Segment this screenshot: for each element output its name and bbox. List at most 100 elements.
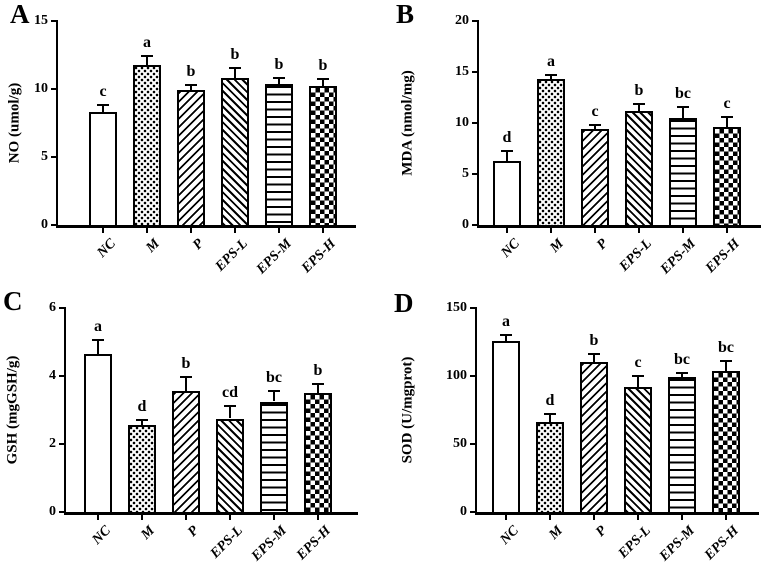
panel-letter: B <box>396 0 415 29</box>
bar-eps-l <box>624 386 652 514</box>
bar-eps-m <box>265 83 293 227</box>
error-bar-cap <box>273 77 285 80</box>
x-tick-label: NC <box>89 523 114 548</box>
error-bar-cap <box>185 83 197 86</box>
bar-eps-m <box>260 401 288 514</box>
x-tick-label: EPS-H <box>299 236 339 277</box>
bar-nc <box>84 353 112 514</box>
y-axis-line <box>64 308 66 515</box>
x-tick-label: EPS-H <box>703 236 743 277</box>
y-tick <box>470 511 477 513</box>
y-tick-label: 15 <box>34 13 48 28</box>
x-tick-label: EPS-M <box>249 523 290 565</box>
x-axis-line <box>475 512 759 515</box>
error-bar-cap <box>141 55 153 57</box>
x-tick <box>102 227 104 233</box>
y-tick-label: 15 <box>455 64 469 79</box>
sig-letter: b <box>181 355 191 372</box>
error-bar-line <box>549 413 551 423</box>
error-bar-line <box>146 56 148 65</box>
sig-letter: c <box>634 353 642 371</box>
error-bar-cap <box>92 338 104 341</box>
y-tick-label: 4 <box>49 368 56 383</box>
error-bar-cap <box>136 418 148 421</box>
x-tick-label: M <box>547 236 567 256</box>
sig-letter: bc <box>674 350 690 368</box>
error-bar-line <box>317 383 319 393</box>
y-tick <box>472 224 479 226</box>
y-tick <box>470 375 477 377</box>
y-tick <box>472 71 479 73</box>
y-tick <box>51 20 58 22</box>
y-tick-label: 5 <box>462 166 469 181</box>
error-bar-line <box>234 68 236 79</box>
error-bar-line <box>505 334 507 341</box>
y-tick-label: 20 <box>455 13 469 28</box>
sig-letter: bc <box>266 368 282 386</box>
error-bar-line <box>550 75 552 80</box>
bar-eps-h <box>712 370 740 514</box>
error-bar-cap <box>312 382 324 385</box>
x-tick-label: P <box>185 523 202 540</box>
sig-letter: c <box>591 103 599 121</box>
error-bar-line <box>190 84 192 91</box>
y-axis-line <box>475 308 477 515</box>
y-tick <box>470 307 477 309</box>
y-tick-label: 2 <box>49 436 56 451</box>
panel-letter: D <box>394 288 414 318</box>
y-tick <box>51 224 58 226</box>
x-tick-label: P <box>594 236 611 253</box>
x-tick-label: NC <box>498 236 523 261</box>
error-bar-cap <box>500 333 512 336</box>
x-tick <box>682 227 684 233</box>
x-tick <box>506 227 508 233</box>
x-tick-label: NC <box>94 236 119 261</box>
bar-p <box>172 391 200 514</box>
y-tick <box>59 375 66 377</box>
sig-letter: b <box>313 361 323 379</box>
sig-letter: b <box>230 46 240 64</box>
error-bar-cap <box>501 149 513 152</box>
y-axis-title: SOD (U/mgprot) <box>399 356 416 464</box>
y-tick <box>59 511 66 513</box>
sig-letter: b <box>589 331 599 349</box>
y-tick-label: 100 <box>446 368 467 383</box>
x-axis-line <box>56 225 356 228</box>
y-tick <box>51 156 58 158</box>
bar-eps-l <box>221 78 249 227</box>
x-tick-label: EPS-L <box>616 236 655 275</box>
y-tick-label: 0 <box>41 217 48 232</box>
x-tick <box>725 514 727 520</box>
y-tick <box>472 20 479 22</box>
x-tick-label: M <box>143 236 163 256</box>
bar-eps-l <box>216 418 244 514</box>
sig-letter: bc <box>718 338 734 356</box>
x-tick-label: EPS-M <box>658 236 699 278</box>
error-bar-line <box>593 353 595 363</box>
sig-letter: a <box>94 317 102 335</box>
error-bar-cap <box>677 105 689 108</box>
x-tick-label: EPS-L <box>615 523 654 562</box>
error-bar-cap <box>721 115 733 118</box>
x-tick-label: EPS-H <box>294 523 334 564</box>
error-bar-cap <box>229 67 241 70</box>
x-tick-label: P <box>190 236 207 253</box>
error-bar-cap <box>317 78 329 81</box>
x-tick-label: EPS-M <box>657 523 698 565</box>
y-tick-label: 0 <box>49 504 56 519</box>
x-tick <box>190 227 192 233</box>
bar-eps-m <box>668 377 696 514</box>
y-tick-label: 6 <box>49 300 56 315</box>
error-bar-line <box>102 104 104 113</box>
sig-letter: a <box>547 53 555 71</box>
error-bar-cap <box>589 124 601 127</box>
error-bar-cap <box>632 374 644 377</box>
sig-letter: b <box>274 56 284 74</box>
error-bar-line <box>273 390 275 402</box>
x-tick <box>146 227 148 233</box>
y-axis-line <box>56 21 58 228</box>
x-tick <box>317 514 319 520</box>
